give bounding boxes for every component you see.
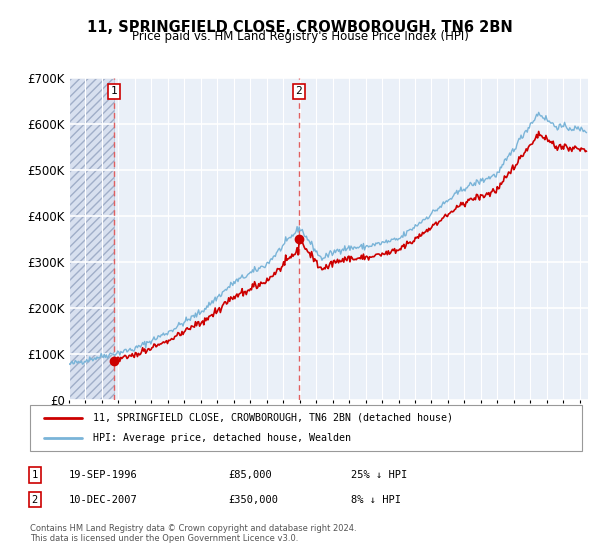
Text: 2: 2 — [32, 494, 38, 505]
Text: Contains HM Land Registry data © Crown copyright and database right 2024.: Contains HM Land Registry data © Crown c… — [30, 524, 356, 533]
Text: £350,000: £350,000 — [228, 494, 278, 505]
Text: This data is licensed under the Open Government Licence v3.0.: This data is licensed under the Open Gov… — [30, 534, 298, 543]
Text: 11, SPRINGFIELD CLOSE, CROWBOROUGH, TN6 2BN (detached house): 11, SPRINGFIELD CLOSE, CROWBOROUGH, TN6 … — [94, 413, 454, 423]
Text: 2: 2 — [295, 86, 302, 96]
Text: 10-DEC-2007: 10-DEC-2007 — [69, 494, 138, 505]
Text: 19-SEP-1996: 19-SEP-1996 — [69, 470, 138, 480]
Text: 25% ↓ HPI: 25% ↓ HPI — [351, 470, 407, 480]
Text: 11, SPRINGFIELD CLOSE, CROWBOROUGH, TN6 2BN: 11, SPRINGFIELD CLOSE, CROWBOROUGH, TN6 … — [87, 20, 513, 35]
Bar — [69, 78, 114, 400]
Text: Price paid vs. HM Land Registry's House Price Index (HPI): Price paid vs. HM Land Registry's House … — [131, 30, 469, 43]
Bar — [69, 78, 114, 400]
Text: 1: 1 — [110, 86, 117, 96]
FancyBboxPatch shape — [30, 405, 582, 451]
Text: £85,000: £85,000 — [228, 470, 272, 480]
Text: 8% ↓ HPI: 8% ↓ HPI — [351, 494, 401, 505]
Text: 1: 1 — [32, 470, 38, 480]
Text: HPI: Average price, detached house, Wealden: HPI: Average price, detached house, Weal… — [94, 433, 352, 443]
